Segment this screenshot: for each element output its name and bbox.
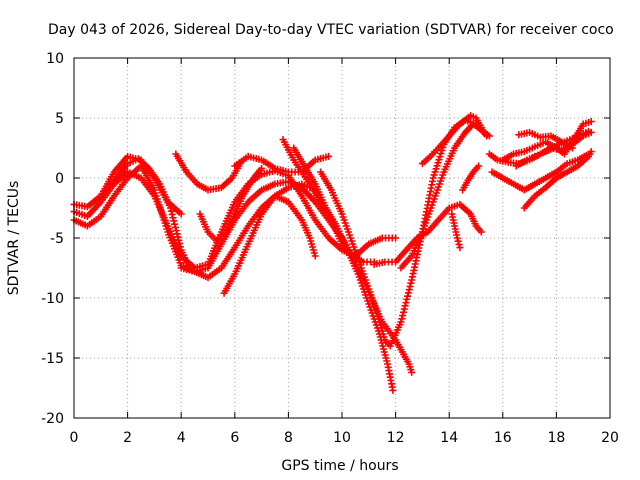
data-point [171, 220, 179, 228]
data-point [404, 292, 412, 300]
x-tick-label: 0 [70, 430, 79, 446]
data-point [397, 318, 405, 326]
data-point [475, 162, 483, 170]
data-point [454, 237, 462, 245]
series-track-23 [515, 128, 576, 152]
data-point [408, 368, 416, 376]
data-point [171, 223, 179, 231]
data-point [407, 279, 415, 287]
series-track-6 [196, 164, 266, 244]
data-point [311, 252, 319, 260]
x-tick-label: 4 [177, 430, 186, 446]
chart-title: Day 043 of 2026, Sidereal Day-to-day VTE… [48, 22, 614, 38]
data-point [480, 128, 488, 136]
data-point [456, 244, 464, 252]
y-tick-label: -15 [41, 351, 64, 367]
y-tick-labels: -20 -15 -10 -5 0 5 10 [41, 51, 64, 427]
data-point [568, 144, 576, 152]
series-track-17 [459, 162, 483, 194]
data-point [172, 227, 180, 235]
x-tick-label: 6 [230, 430, 239, 446]
data-point [176, 243, 184, 251]
data-point [325, 152, 333, 160]
y-tick-label: -20 [41, 411, 64, 427]
data-point [258, 164, 266, 172]
data-point [453, 234, 461, 242]
series-track-21 [499, 118, 595, 164]
data-point [177, 210, 185, 218]
axis-ticks [73, 57, 611, 419]
data-point [167, 207, 175, 215]
data-series [70, 112, 595, 394]
data-point [399, 308, 407, 316]
x-tick-label: 14 [440, 430, 458, 446]
data-point [477, 228, 485, 236]
series-track-4 [102, 155, 193, 272]
data-point [398, 315, 406, 323]
x-tick-label: 12 [387, 430, 405, 446]
y-tick-label: -10 [41, 291, 64, 307]
data-point [392, 234, 400, 242]
data-point [455, 240, 463, 248]
y-axis-title: SDTVAR / TECUs [6, 181, 22, 296]
series-track-11 [290, 144, 397, 394]
series-track-20 [520, 148, 595, 212]
data-point [585, 127, 593, 135]
data-point [169, 214, 177, 222]
y-tick-label: 0 [55, 171, 64, 187]
data-point [406, 282, 414, 290]
data-point [485, 132, 493, 140]
data-point [174, 233, 182, 241]
data-point [400, 305, 408, 313]
data-point [175, 236, 183, 244]
data-point [401, 302, 409, 310]
data-point [587, 118, 595, 126]
series-track-9 [231, 152, 333, 176]
data-point [404, 289, 412, 297]
data-point [389, 386, 397, 394]
y-tick-label: -5 [50, 231, 64, 247]
x-tick-label: 2 [123, 430, 132, 446]
y-tick-label: 10 [46, 51, 64, 67]
data-point [168, 210, 176, 218]
series-track-7 [177, 180, 314, 282]
series-track-15 [418, 112, 488, 168]
x-tick-labels: 0 2 4 6 8 10 12 14 16 18 20 [70, 430, 619, 446]
data-point [173, 230, 181, 238]
x-tick-label: 20 [601, 430, 619, 446]
data-point [402, 299, 410, 307]
data-point [403, 295, 411, 303]
data-point [399, 312, 407, 320]
x-tick-label: 16 [494, 430, 512, 446]
series-track-13 [370, 200, 485, 268]
data-point [176, 240, 184, 248]
x-tick-label: 8 [284, 430, 293, 446]
series-track-5 [172, 150, 244, 194]
data-point [405, 286, 413, 294]
series-track-8 [220, 192, 319, 297]
series-track-16 [448, 210, 464, 252]
data-point [587, 148, 595, 156]
x-tick-label: 18 [547, 430, 565, 446]
x-axis-title: GPS time / hours [281, 458, 398, 474]
y-tick-label: 5 [55, 111, 64, 127]
x-tick-label: 10 [333, 430, 351, 446]
data-point [170, 217, 178, 225]
series-track-19 [488, 150, 593, 194]
data-point [166, 204, 174, 212]
